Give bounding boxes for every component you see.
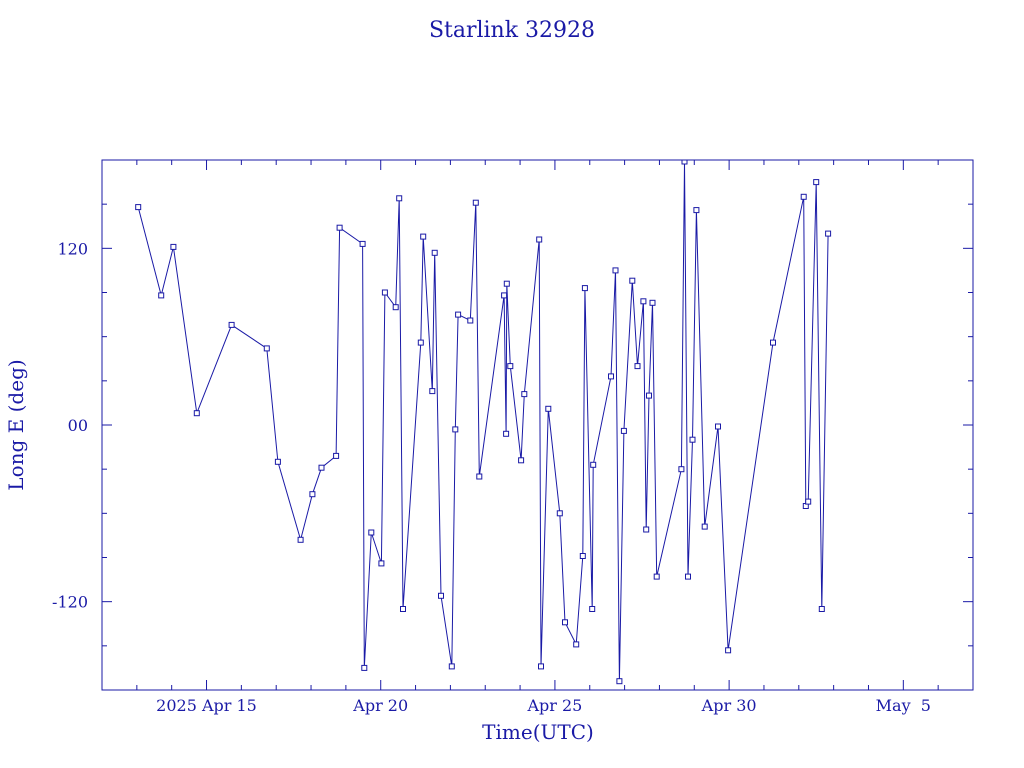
y-tick-label: 00 <box>68 416 88 435</box>
data-point <box>467 317 474 324</box>
data-point <box>800 193 807 200</box>
data-point <box>813 179 820 186</box>
data-point <box>643 526 650 533</box>
data-point <box>359 240 366 247</box>
data-point <box>472 199 479 206</box>
data-point <box>715 423 721 430</box>
data-point <box>589 606 596 612</box>
data-point <box>503 280 510 287</box>
data-point <box>368 529 375 536</box>
data-point <box>590 461 597 468</box>
data-point <box>420 233 427 240</box>
x-tick-label: Apr 30 <box>701 696 757 715</box>
data-point <box>685 573 691 580</box>
data-point <box>825 230 832 237</box>
data-point <box>629 277 636 284</box>
data-point <box>417 339 424 346</box>
data-point <box>228 321 235 328</box>
data-point <box>297 536 304 543</box>
data-point <box>336 224 343 231</box>
data-point <box>476 473 483 480</box>
data-point <box>556 510 563 517</box>
data-point <box>396 195 403 202</box>
x-axis-label: Time(UTC) <box>482 720 594 744</box>
data-point <box>392 304 399 311</box>
data-point <box>274 458 281 465</box>
data-point <box>381 289 388 296</box>
tick-group <box>101 160 974 690</box>
data-point <box>193 410 200 417</box>
data-point <box>616 678 623 685</box>
data-point <box>170 243 177 250</box>
data-point <box>689 436 696 443</box>
x-tick-label: Apr 20 <box>352 696 408 715</box>
data-point <box>681 160 688 165</box>
data-point <box>640 298 647 305</box>
chart-title: Starlink 32928 <box>429 18 595 43</box>
data-point <box>805 498 812 505</box>
data-point <box>581 285 588 292</box>
data-point <box>538 663 544 670</box>
data-point <box>429 388 436 395</box>
data-point <box>770 339 776 346</box>
data-point <box>646 392 652 399</box>
data-point <box>309 491 316 498</box>
data-point <box>333 452 340 459</box>
series-group <box>135 160 832 685</box>
data-point <box>135 204 142 211</box>
data-point <box>545 405 552 412</box>
y-tick-label: -120 <box>52 593 88 612</box>
data-point <box>649 299 656 306</box>
data-point <box>725 647 732 654</box>
data-point <box>452 426 459 433</box>
series-line <box>137 161 829 682</box>
data-point <box>562 619 568 626</box>
data-point <box>158 292 165 299</box>
tick-label-group: 2025 Apr 15 Apr 20 Apr 25 Apr 30 May 5 120 00 -… <box>52 239 931 715</box>
data-point <box>431 249 438 256</box>
data-point <box>573 641 580 648</box>
data-point <box>448 663 455 670</box>
data-point <box>503 430 510 437</box>
data-point <box>620 427 627 434</box>
data-point <box>579 553 586 559</box>
x-tick-label: Apr 25 <box>526 696 582 715</box>
data-point <box>438 592 444 599</box>
data-point <box>678 466 685 473</box>
data-point <box>536 236 543 243</box>
data-point <box>608 373 614 380</box>
data-point <box>507 363 514 370</box>
data-point <box>653 573 660 580</box>
data-point <box>263 345 270 352</box>
data-point <box>400 606 406 612</box>
data-point <box>518 457 525 464</box>
data-point <box>378 560 385 567</box>
x-tick-label: 2025 Apr 15 <box>156 696 257 715</box>
data-point <box>612 267 619 274</box>
data-point <box>361 664 368 671</box>
data-point <box>455 311 462 318</box>
x-tick-label: May 5 <box>876 696 931 715</box>
y-axis-label: Long E (deg) <box>4 359 28 490</box>
data-point <box>693 207 700 214</box>
data-point <box>701 523 708 530</box>
data-point <box>521 391 528 398</box>
data-point <box>318 464 325 471</box>
data-point <box>818 606 825 612</box>
y-tick-label: 120 <box>57 239 88 258</box>
data-point <box>501 292 508 299</box>
data-point <box>634 363 641 370</box>
